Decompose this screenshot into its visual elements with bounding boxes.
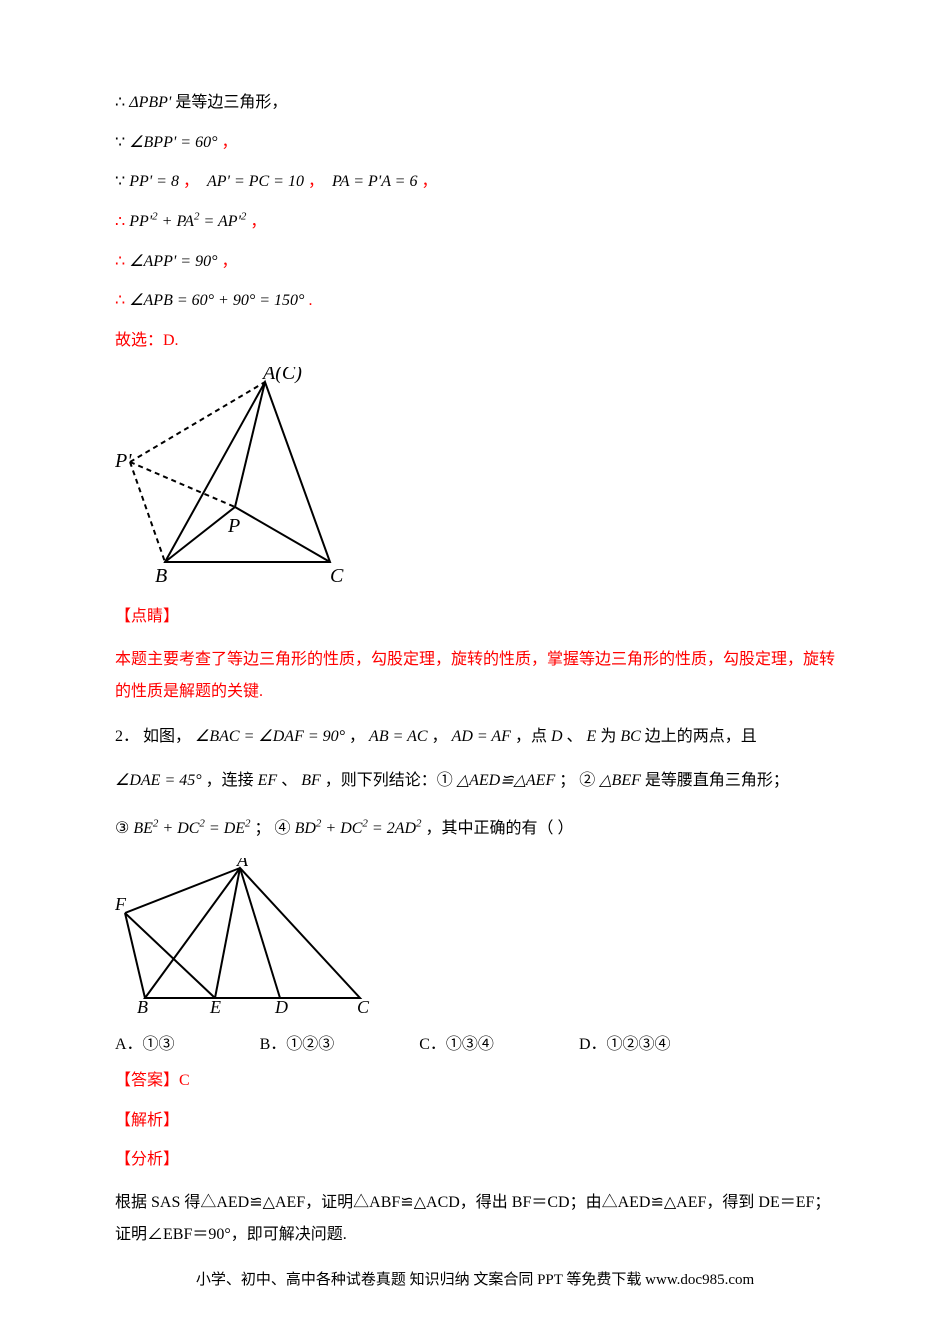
- text: ； ④: [255, 820, 291, 837]
- label-a2: A: [236, 858, 249, 870]
- punct: ，: [250, 213, 266, 230]
- math-expr: AP' = PC = 10: [207, 173, 304, 190]
- proof-line-2: ∵ ∠BPP' = 60° ，: [115, 130, 835, 156]
- math-expr: BD2 + DC2 = 2AD2: [295, 820, 422, 837]
- therefore-symbol: ∴: [115, 292, 125, 309]
- proof-line-4: ∴ PP'2 + PA2 = AP'2 ，: [115, 209, 835, 235]
- text: 如图，: [143, 728, 191, 745]
- circ-3: ③: [115, 820, 129, 837]
- answer-1: 故选：D.: [115, 328, 835, 354]
- option-a[interactable]: A．①③: [115, 1030, 175, 1054]
- math-expr: AD = AF: [452, 728, 511, 745]
- text: 是等腰直角三角形；: [645, 772, 789, 789]
- text: 边上的两点，且: [645, 728, 757, 745]
- math-expr: ∠DAE = 45°: [115, 772, 202, 789]
- text: ，连接: [206, 772, 254, 789]
- label-p: P: [227, 515, 240, 537]
- math-expr: EF: [258, 772, 278, 789]
- text: ，点: [515, 728, 547, 745]
- proof-line-6: ∴ ∠APB = 60° + 90° = 150° .: [115, 288, 835, 314]
- q-num: 2．: [115, 728, 139, 745]
- figure-2: A F B E D C: [115, 858, 835, 1018]
- label-e: E: [209, 997, 221, 1013]
- math-expr: PP' = 8: [129, 173, 179, 190]
- label-p-prime: P': [115, 450, 132, 472]
- label-a: A(C): [261, 367, 302, 384]
- punct: ，: [432, 728, 448, 745]
- option-c[interactable]: C．①③④: [419, 1030, 494, 1054]
- math-expr: ∠APP' = 90°: [129, 253, 217, 270]
- therefore-symbol: ∴: [115, 94, 125, 111]
- option-d[interactable]: D．①②③④: [579, 1030, 671, 1054]
- text: ； ②: [559, 772, 595, 789]
- punct: ，: [183, 173, 199, 190]
- page-footer: 小学、初中、高中各种试卷真题 知识归纳 文案合同 PPT 等免费下载 www.d…: [0, 1268, 950, 1289]
- label-c2: C: [357, 997, 370, 1013]
- math-expr: ΔPBP': [129, 94, 171, 111]
- options-row: A．①③ B．①②③ C．①③④ D．①②③④: [115, 1030, 835, 1054]
- label-b: B: [155, 565, 167, 587]
- text: ，其中正确的有（ ）: [426, 820, 574, 837]
- dianjing-label: 【点睛】: [115, 604, 835, 630]
- label-b2: B: [137, 997, 148, 1013]
- punct: ，: [221, 253, 237, 270]
- math-expr: BE2 + DC2 = DE2: [133, 820, 250, 837]
- jiexi-label: 【解析】: [115, 1108, 835, 1134]
- punct: ，: [308, 173, 324, 190]
- label-d: D: [274, 997, 288, 1013]
- proof-line-1: ∴ ΔPBP' 是等边三角形，: [115, 90, 835, 116]
- punct: ，: [221, 134, 237, 151]
- dianjing-text: 本题主要考查了等边三角形的性质，勾股定理，旋转的性质，掌握等边三角形的性质，勾股…: [115, 644, 835, 708]
- math-expr: ∠BAC = ∠DAF = 90°: [195, 728, 345, 745]
- question-2-line1: 2． 如图， ∠BAC = ∠DAF = 90° ， AB = AC ， AD …: [115, 722, 835, 752]
- label-c: C: [330, 565, 344, 587]
- math-expr: E: [587, 728, 597, 745]
- question-2-line3: ③ BE2 + DC2 = DE2 ； ④ BD2 + DC2 = 2AD2 ，…: [115, 811, 835, 846]
- fenxi-label: 【分析】: [115, 1147, 835, 1173]
- therefore-symbol: ∴: [115, 213, 125, 230]
- because-symbol: ∵: [115, 134, 125, 151]
- because-symbol: ∵: [115, 173, 125, 190]
- math-expr: ∠APB = 60° + 90° = 150°: [129, 292, 304, 309]
- proof-line-3: ∵ PP' = 8 ， AP' = PC = 10 ， PA = P'A = 6…: [115, 169, 835, 195]
- math-expr: BF: [301, 772, 321, 789]
- math-expr: ∠BPP' = 60°: [129, 134, 217, 151]
- text: 为: [600, 728, 616, 745]
- punct: .: [308, 292, 312, 309]
- math-expr: AB = AC: [369, 728, 428, 745]
- math-expr: PP'2 + PA2 = AP'2: [129, 213, 246, 230]
- analysis-text: 根据 SAS 得△AED≌△AEF，证明△ABF≌△ACD，得出 BF＝CD；由…: [115, 1187, 835, 1251]
- math-expr: D: [551, 728, 563, 745]
- question-2-line2: ∠DAE = 45° ，连接 EF 、 BF ，则下列结论：① △AED≌△AE…: [115, 766, 835, 796]
- proof-line-5: ∴ ∠APP' = 90° ，: [115, 249, 835, 275]
- label-f: F: [115, 894, 127, 914]
- math-expr: PA = P'A = 6: [332, 173, 417, 190]
- punct: ，: [349, 728, 365, 745]
- figure-1: A(C) P' P B C: [115, 367, 835, 592]
- math-expr: △BEF: [599, 772, 641, 789]
- answer-2: 【答案】C: [115, 1068, 835, 1094]
- option-b[interactable]: B．①②③: [260, 1030, 335, 1054]
- punct: ，: [421, 173, 437, 190]
- therefore-symbol: ∴: [115, 253, 125, 270]
- text: 是等边三角形，: [175, 94, 287, 111]
- punct: 、: [567, 728, 583, 745]
- math-expr: BC: [620, 728, 640, 745]
- math-expr: △AED≌△AEF: [457, 772, 555, 789]
- punct: 、: [281, 772, 297, 789]
- text: ，则下列结论：①: [325, 772, 453, 789]
